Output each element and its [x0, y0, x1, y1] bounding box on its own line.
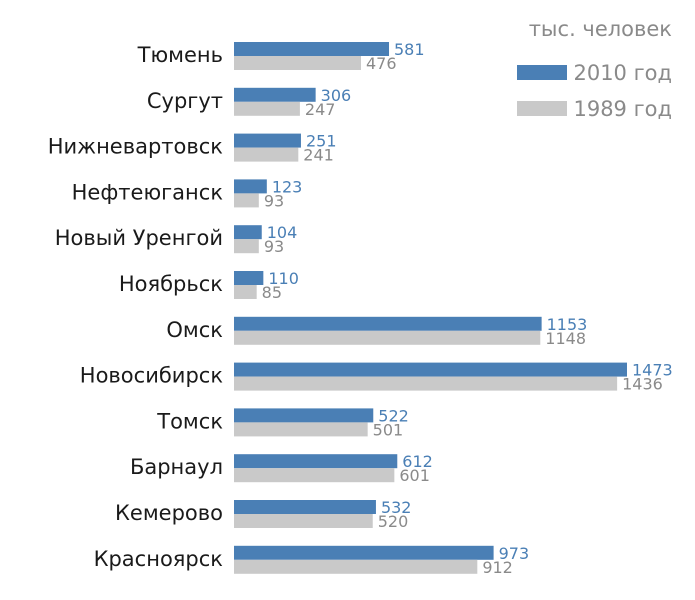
bar-2010 [234, 87, 316, 102]
bar-1989 [234, 147, 299, 162]
category-label: Новый Уренгой [55, 226, 223, 250]
bar-1989 [234, 56, 361, 70]
legend-label-2010: 2010 год [573, 61, 672, 85]
value-label-1989: 85 [262, 283, 282, 302]
bar-2010 [234, 133, 301, 148]
value-label-2010: 306 [321, 86, 352, 105]
category-label: Томск [156, 409, 223, 433]
bar-2010 [234, 271, 264, 285]
value-label-1989: 501 [373, 420, 404, 439]
value-label-1989: 912 [482, 558, 513, 577]
bar-1989 [234, 330, 541, 345]
bar-2010 [234, 408, 374, 423]
value-labels: 5814763062472512411239310493110851153114… [262, 40, 673, 577]
category-labels: Тюмень Сургут Нижневартовск Нефтеюганск Новы… [48, 43, 223, 571]
bar-1989 [234, 285, 257, 299]
value-label-2010: 1473 [632, 361, 673, 380]
bar-1989 [234, 514, 373, 528]
category-label: Тюмень [137, 43, 223, 67]
value-label-2010: 612 [402, 452, 433, 471]
value-label-2010: 123 [272, 177, 303, 196]
legend-label-1989: 1989 год [573, 97, 672, 121]
bars [234, 42, 627, 574]
bar-1989 [234, 422, 368, 437]
bar-1989 [234, 193, 259, 208]
value-label-2010: 110 [268, 269, 299, 288]
category-label: Сургут [147, 89, 223, 113]
value-label-2010: 104 [267, 223, 298, 242]
bar-2010 [234, 362, 627, 377]
value-label-2010: 1153 [547, 315, 588, 334]
category-label: Кемерово [115, 501, 223, 525]
bar-1989 [234, 559, 478, 574]
value-label-1989: 1148 [545, 329, 586, 348]
value-label-1989: 93 [264, 191, 284, 210]
value-label-1989: 520 [378, 512, 409, 531]
legend-swatch-1989 [517, 101, 567, 116]
category-label: Омск [166, 318, 223, 342]
bar-2010 [234, 454, 398, 469]
value-label-2010: 522 [378, 406, 409, 425]
value-label-1989: 476 [366, 54, 397, 73]
bar-1989 [234, 239, 259, 254]
bar-2010 [234, 42, 390, 56]
category-label: Новосибирск [80, 364, 223, 388]
category-label: Нижневартовск [48, 135, 223, 159]
legend: 2010 год 1989 год [517, 61, 672, 121]
bar-1989 [234, 376, 618, 391]
value-label-1989: 247 [305, 100, 336, 119]
value-label-2010: 532 [381, 498, 412, 517]
bar-2010 [234, 316, 542, 331]
bar-2010 [234, 225, 262, 240]
value-label-1989: 241 [303, 146, 334, 165]
category-label: Барнаул [130, 455, 223, 479]
bar-1989 [234, 101, 300, 116]
category-label: Ноябрьск [119, 272, 223, 296]
bar-2010 [234, 545, 494, 560]
category-label: Красноярск [94, 547, 223, 571]
value-label-2010: 581 [394, 40, 425, 59]
bar-2010 [234, 500, 376, 514]
bar-2010 [234, 179, 267, 194]
category-label: Нефтеюганск [72, 180, 223, 204]
unit-label: тыс. человек [529, 17, 672, 41]
value-label-1989: 93 [264, 237, 284, 256]
value-label-2010: 251 [306, 132, 337, 151]
value-label-1989: 601 [399, 466, 430, 485]
bar-1989 [234, 468, 395, 483]
value-label-2010: 973 [499, 544, 530, 563]
value-label-1989: 1436 [622, 375, 663, 394]
legend-swatch-2010 [517, 65, 567, 80]
